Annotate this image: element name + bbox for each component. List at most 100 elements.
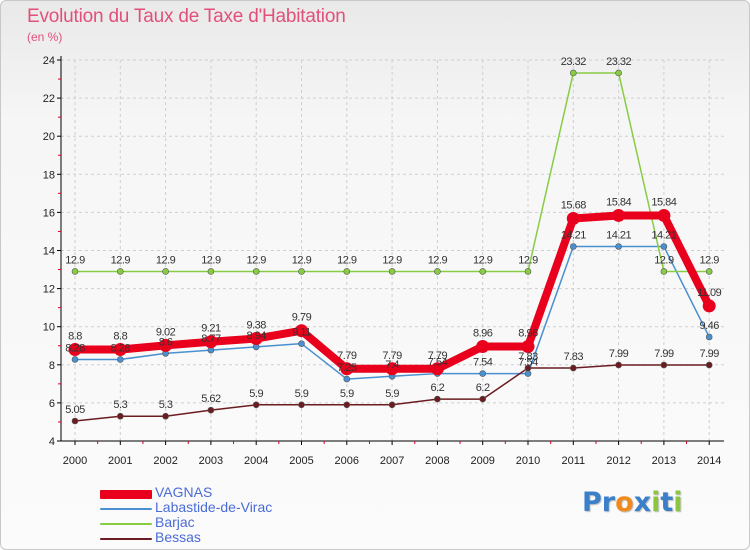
data-point	[660, 268, 668, 275]
data-point	[71, 417, 79, 425]
logo-letter: i	[673, 487, 683, 518]
data-label: 9.21	[201, 323, 221, 335]
data-label: 5.9	[385, 388, 399, 400]
y-tick-label: 24	[43, 55, 55, 67]
legend-label: Barjac	[155, 514, 195, 530]
data-label: 14.21	[561, 229, 586, 241]
logo-letter: x	[633, 487, 652, 518]
data-point	[479, 268, 487, 275]
chart-title: Evolution du Taux de Taxe d'Habitation	[27, 6, 346, 27]
data-label: 12.9	[65, 254, 85, 266]
y-tick-label: 22	[43, 93, 55, 105]
data-label: 5.3	[113, 399, 127, 411]
data-point	[343, 401, 351, 409]
data-label: 8.28	[111, 342, 131, 354]
x-tick-label: 2006	[335, 455, 359, 467]
data-point	[252, 268, 260, 275]
grid	[61, 59, 724, 442]
series-bessas	[71, 361, 713, 425]
data-label: 9.38	[246, 320, 266, 332]
x-tick-label: 2007	[380, 455, 404, 467]
logo-letter: t	[660, 487, 674, 518]
data-label: 7.83	[564, 351, 584, 363]
data-point	[298, 401, 305, 409]
data-point	[388, 401, 396, 409]
data-point	[615, 361, 622, 369]
data-label: 7.99	[609, 348, 629, 360]
y-tick-label: 4	[49, 436, 55, 448]
data-point	[252, 401, 260, 409]
data-label: 12.9	[156, 254, 176, 266]
data-label: 5.9	[340, 388, 354, 400]
data-point	[524, 370, 532, 377]
data-point	[340, 362, 354, 376]
data-point	[524, 364, 532, 372]
data-label: 7.79	[337, 350, 357, 362]
data-label: 7.99	[699, 348, 719, 360]
data-label: 7.54	[473, 357, 493, 369]
data-label: 14.21	[651, 229, 676, 241]
data-point	[524, 268, 532, 275]
data-point	[162, 412, 169, 420]
data-point	[521, 340, 535, 354]
data-point	[204, 335, 218, 349]
data-point	[388, 268, 396, 275]
data-label: 5.9	[249, 388, 263, 400]
y-tick-label: 20	[43, 131, 55, 143]
logo-letter: P	[582, 487, 602, 518]
data-point	[615, 69, 622, 77]
data-label: 11.09	[697, 287, 722, 299]
data-point	[566, 211, 580, 225]
data-label: 7.83	[518, 351, 538, 363]
data-label: 7.79	[382, 350, 402, 362]
data-label: 8.77	[201, 333, 221, 345]
proxiti-logo: Proxiti	[582, 487, 683, 518]
x-tick-label: 2003	[199, 455, 223, 467]
logo-letter: i	[651, 487, 661, 518]
y-tick-label: 12	[43, 284, 55, 296]
data-point	[476, 340, 490, 354]
data-label: 12.9	[201, 254, 221, 266]
chart-unit-label: (en %)	[27, 30, 63, 44]
data-label: 12.9	[337, 254, 357, 266]
data-point	[298, 268, 305, 275]
legend-swatch	[100, 490, 152, 499]
data-point	[705, 333, 713, 341]
data-label: 9.11	[292, 327, 311, 339]
data-label: 8.8	[113, 331, 127, 343]
data-label: 12.9	[111, 254, 131, 266]
data-point	[117, 356, 124, 363]
data-label: 12.9	[382, 254, 402, 266]
series-vagnas	[68, 208, 716, 376]
x-tick-label: 2002	[153, 455, 177, 467]
legend-swatch	[100, 523, 152, 525]
data-point	[207, 268, 215, 275]
data-label: 5.62	[201, 393, 221, 405]
data-point	[295, 324, 308, 338]
data-point	[430, 362, 444, 376]
data-label: 8.28	[65, 342, 85, 354]
x-tick-label: 2012	[606, 455, 630, 467]
data-point	[615, 243, 622, 250]
data-point	[660, 361, 668, 369]
data-label: 12.9	[518, 254, 538, 266]
logo-letter: r	[601, 487, 616, 518]
data-point	[479, 395, 487, 403]
series-lines	[68, 69, 716, 425]
legend-swatch	[100, 538, 152, 540]
data-point	[71, 356, 79, 363]
y-tick-label: 18	[43, 169, 55, 181]
data-point	[117, 268, 124, 275]
data-point	[705, 268, 713, 275]
data-label: 7.25	[337, 362, 357, 374]
data-label: 8.96	[473, 328, 493, 340]
data-label: 8.96	[518, 328, 538, 340]
data-point	[343, 268, 351, 275]
data-point	[702, 299, 716, 313]
data-point	[434, 268, 441, 275]
data-point	[117, 412, 124, 420]
data-point	[159, 338, 173, 352]
data-label: 12.9	[473, 254, 493, 266]
data-label: 5.05	[65, 404, 85, 416]
